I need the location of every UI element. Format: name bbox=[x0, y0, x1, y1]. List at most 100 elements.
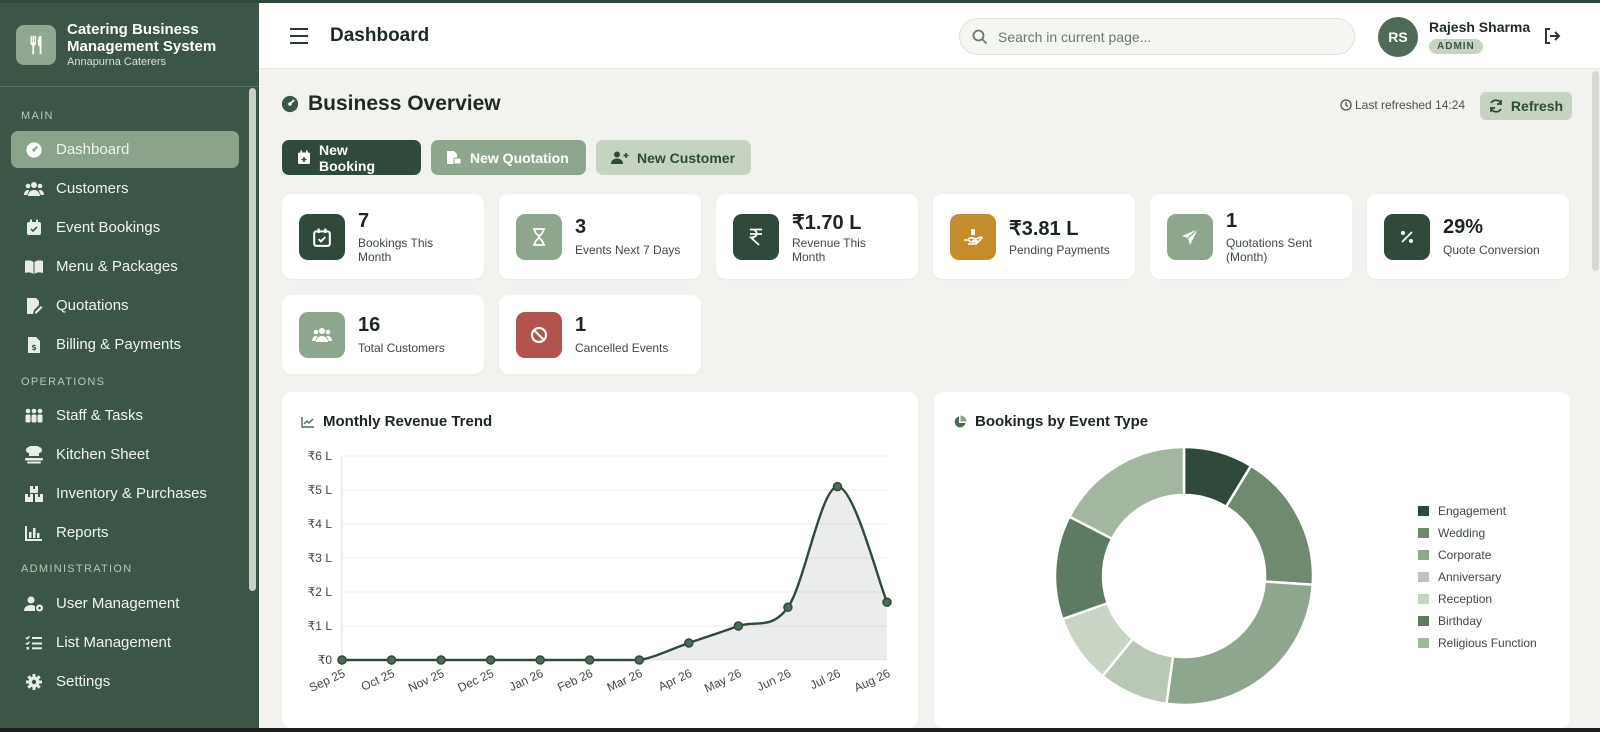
y-tick-label: ₹5 L bbox=[308, 483, 333, 497]
revenue-trend-card: Monthly Revenue Trend ₹0 ₹1 L ₹2 L ₹3 L ₹4 L… bbox=[282, 392, 918, 728]
bar-chart-icon bbox=[24, 523, 44, 543]
gauge-icon bbox=[24, 140, 44, 160]
x-tick-label: May 26 bbox=[702, 666, 744, 695]
sidebar-item-billing-payments[interactable]: $ Billing & Payments bbox=[11, 326, 239, 363]
donut-slice bbox=[1165, 580, 1315, 707]
data-point bbox=[783, 602, 793, 613]
stat-label: Revenue This Month bbox=[792, 236, 866, 264]
sidebar-item-label: List Management bbox=[56, 634, 172, 651]
sidebar-item-label: Reports bbox=[56, 524, 109, 541]
stat-label: Quotations Sent (Month) bbox=[1226, 236, 1313, 264]
legend-item[interactable]: Anniversary bbox=[1418, 566, 1537, 588]
x-tick-label: Jun 26 bbox=[755, 666, 794, 694]
y-tick-label: ₹3 L bbox=[308, 551, 333, 565]
new-quotation-label: New Quotation bbox=[470, 149, 569, 166]
stat-card-cancelled-events[interactable]: 1 Cancelled Events bbox=[499, 295, 701, 374]
y-tick-label: ₹0 bbox=[318, 653, 333, 667]
sidebar-item-staff-tasks[interactable]: Staff & Tasks bbox=[11, 397, 239, 434]
area-fill bbox=[342, 486, 887, 660]
legend-item[interactable]: Engagement bbox=[1418, 500, 1537, 522]
stat-card-events-next-7-days[interactable]: 3 Events Next 7 Days bbox=[499, 194, 701, 279]
stat-value: 29% bbox=[1443, 216, 1484, 238]
new-customer-label: New Customer bbox=[637, 149, 736, 166]
sidebar-item-kitchen-sheet[interactable]: Kitchen Sheet bbox=[11, 436, 239, 473]
stat-card-quote-conversion[interactable]: 29% Quote Conversion bbox=[1367, 194, 1569, 279]
stat-label: Events Next 7 Days bbox=[575, 243, 681, 257]
sidebar-item-label: Dashboard bbox=[56, 141, 130, 158]
sidebar-item-list-management[interactable]: List Management bbox=[11, 624, 239, 661]
new-quotation-button[interactable]: New Quotation bbox=[431, 140, 586, 175]
hand-coin-icon bbox=[950, 214, 996, 260]
stat-card-revenue-month[interactable]: ₹1.70 L Revenue This Month bbox=[716, 194, 918, 279]
user-plus-icon bbox=[611, 151, 629, 165]
calendar-check-icon bbox=[299, 214, 345, 260]
legend-label: Anniversary bbox=[1438, 570, 1502, 584]
stat-label: Cancelled Events bbox=[575, 341, 669, 355]
legend-item[interactable]: Religious Function bbox=[1418, 632, 1537, 654]
legend-item[interactable]: Birthday bbox=[1418, 610, 1537, 632]
stat-label: Pending Payments bbox=[1009, 243, 1110, 257]
sidebar-item-dashboard[interactable]: Dashboard bbox=[11, 131, 239, 168]
last-refreshed-text: Last refreshed 14:24 bbox=[1355, 98, 1466, 112]
gauge-icon bbox=[281, 95, 299, 113]
sidebar-item-reports[interactable]: Reports bbox=[11, 514, 239, 551]
pie-chart-icon bbox=[953, 415, 967, 429]
legend-item[interactable]: Reception bbox=[1418, 588, 1537, 610]
utensils-icon bbox=[16, 24, 56, 65]
data-point bbox=[535, 655, 545, 665]
legend-item[interactable]: Wedding bbox=[1418, 522, 1537, 544]
hamburger-menu-icon[interactable] bbox=[290, 28, 308, 44]
sidebar-item-user-management[interactable]: User Management bbox=[11, 585, 239, 622]
stat-card-bookings-month[interactable]: 7 Bookings This Month bbox=[282, 194, 484, 279]
donut-legend: Engagement Wedding Corporate Anniversary Rec… bbox=[1418, 500, 1537, 654]
sidebar-item-quotations[interactable]: Quotations bbox=[11, 287, 239, 324]
legend-swatch bbox=[1418, 594, 1429, 604]
bookings-donut-chart bbox=[1053, 445, 1315, 707]
sidebar-item-event-bookings[interactable]: Event Bookings bbox=[11, 209, 239, 246]
page-scrollbar[interactable] bbox=[1592, 69, 1600, 728]
last-refreshed: Last refreshed 14:24 bbox=[1340, 98, 1465, 112]
avatar[interactable]: RS bbox=[1378, 17, 1418, 57]
gear-icon bbox=[24, 672, 44, 692]
overview-title: Business Overview bbox=[308, 92, 501, 115]
legend-swatch bbox=[1418, 528, 1429, 538]
book-icon bbox=[24, 257, 44, 277]
stat-label: Quote Conversion bbox=[1443, 243, 1540, 257]
data-point bbox=[386, 655, 397, 665]
new-booking-button[interactable]: New Booking bbox=[282, 140, 421, 175]
search-input[interactable] bbox=[998, 28, 1338, 45]
stat-value: 16 bbox=[358, 314, 381, 336]
legend-item[interactable]: Corporate bbox=[1418, 544, 1537, 566]
calendar-plus-icon bbox=[297, 150, 311, 165]
x-tick-label: Aug 26 bbox=[852, 666, 893, 695]
x-tick-label: Nov 25 bbox=[406, 666, 447, 695]
refresh-button[interactable]: Refresh bbox=[1480, 92, 1572, 120]
x-tick-label: Oct 25 bbox=[359, 666, 397, 694]
stat-card-pending-payments[interactable]: ₹3.81 L Pending Payments bbox=[933, 194, 1135, 279]
stat-label: Bookings This Month bbox=[358, 236, 434, 264]
legend-swatch bbox=[1418, 638, 1429, 648]
top-header: Dashboard RS Rajesh Sharma ADMIN bbox=[259, 3, 1600, 69]
stat-card-quotations-sent[interactable]: 1 Quotations Sent (Month) bbox=[1150, 194, 1352, 279]
logout-icon[interactable] bbox=[1543, 27, 1563, 47]
stat-value: 3 bbox=[575, 216, 587, 238]
sidebar-item-inventory-purchases[interactable]: Inventory & Purchases bbox=[11, 475, 239, 512]
data-point bbox=[684, 638, 694, 648]
sidebar-item-menu-packages[interactable]: Menu & Packages bbox=[11, 248, 239, 285]
percent-icon bbox=[1384, 214, 1430, 260]
legend-swatch bbox=[1418, 572, 1429, 582]
new-customer-button[interactable]: New Customer bbox=[596, 140, 751, 175]
sidebar-item-customers[interactable]: Customers bbox=[11, 170, 239, 207]
data-point bbox=[436, 655, 446, 665]
refresh-icon bbox=[1489, 99, 1503, 113]
legend-swatch bbox=[1418, 550, 1429, 560]
data-point bbox=[485, 655, 496, 665]
brand-subtitle: Annapurna Caterers bbox=[67, 56, 167, 68]
list-icon bbox=[24, 633, 44, 653]
stat-card-total-customers[interactable]: 16 Total Customers bbox=[282, 295, 484, 374]
svg-text:$: $ bbox=[31, 343, 37, 352]
bookings-by-type-card: Bookings by Event Type Engagement Wedding… bbox=[934, 392, 1570, 728]
sidebar-scrollbar[interactable] bbox=[249, 88, 256, 591]
donut-slice bbox=[1067, 445, 1186, 541]
sidebar-item-settings[interactable]: Settings bbox=[11, 663, 239, 700]
